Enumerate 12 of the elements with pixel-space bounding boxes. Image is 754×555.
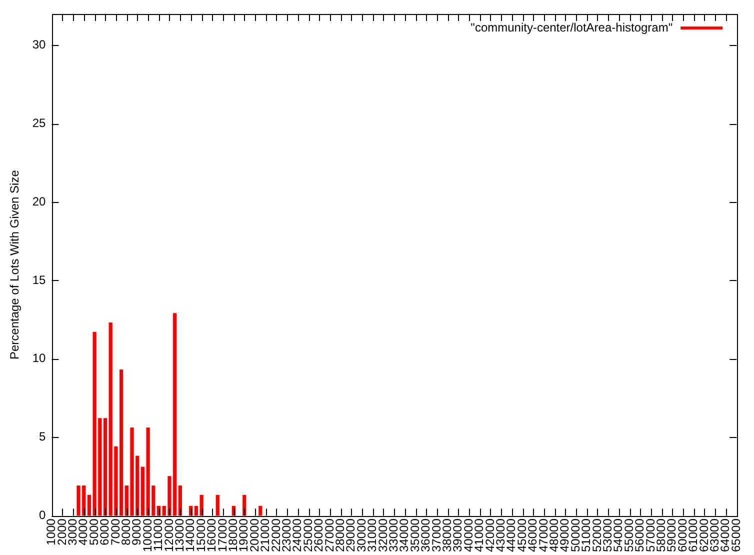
y-tick-label: 25 <box>32 116 46 130</box>
bar <box>258 506 262 516</box>
legend-label: "community-center/lotArea-histogram" <box>470 20 673 34</box>
y-tick-label: 20 <box>32 194 46 208</box>
y-tick-label: 0 <box>39 508 46 522</box>
bar <box>216 494 220 516</box>
y-tick-label: 30 <box>32 38 46 52</box>
y-tick-label: 10 <box>32 351 46 366</box>
bar <box>103 418 108 516</box>
y-tick-label: 5 <box>39 430 46 444</box>
y-axis-title: Percentage of Lots With Given Size <box>8 170 22 360</box>
y-tick-label: 15 <box>32 272 46 287</box>
